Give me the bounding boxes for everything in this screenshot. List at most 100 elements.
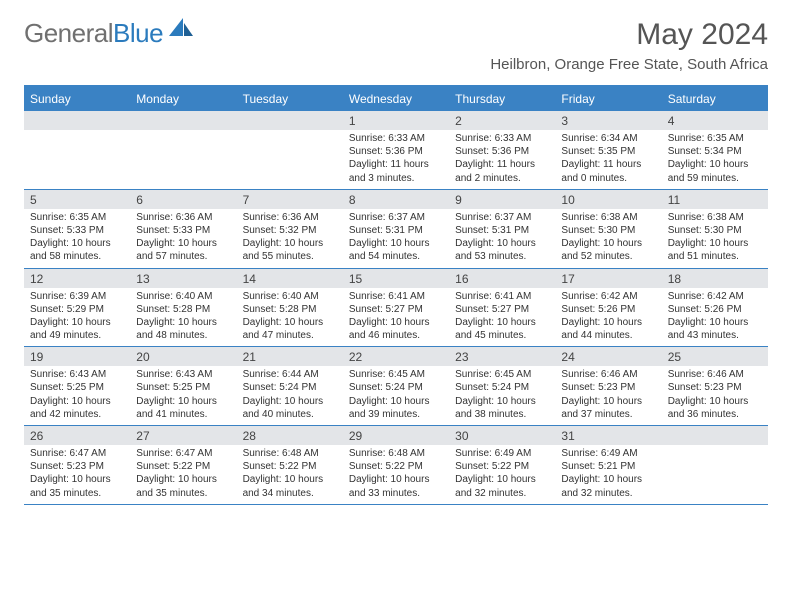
daylight-line: Daylight: 10 hours and 59 minutes. <box>668 158 762 184</box>
day-cell: Sunrise: 6:33 AMSunset: 5:36 PMDaylight:… <box>343 130 449 189</box>
day-cell: Sunrise: 6:38 AMSunset: 5:30 PMDaylight:… <box>555 209 661 268</box>
day-cell: Sunrise: 6:38 AMSunset: 5:30 PMDaylight:… <box>662 209 768 268</box>
sunrise-line: Sunrise: 6:34 AM <box>561 132 655 145</box>
sunrise-line: Sunrise: 6:45 AM <box>349 368 443 381</box>
date-number: 3 <box>555 111 661 130</box>
daylight-line: Daylight: 10 hours and 37 minutes. <box>561 395 655 421</box>
weekday-header: SundayMondayTuesdayWednesdayThursdayFrid… <box>24 87 768 111</box>
date-number: 6 <box>130 190 236 209</box>
date-number: 17 <box>555 269 661 288</box>
weekday-header-cell: Thursday <box>449 87 555 111</box>
sunrise-line: Sunrise: 6:42 AM <box>561 290 655 303</box>
daylight-line: Daylight: 10 hours and 47 minutes. <box>243 316 337 342</box>
daylight-line: Daylight: 10 hours and 55 minutes. <box>243 237 337 263</box>
daylight-line: Daylight: 11 hours and 2 minutes. <box>455 158 549 184</box>
date-number: 5 <box>24 190 130 209</box>
daylight-line: Daylight: 10 hours and 51 minutes. <box>668 237 762 263</box>
location-label: Heilbron, Orange Free State, South Afric… <box>490 56 768 73</box>
weekday-header-cell: Sunday <box>24 87 130 111</box>
weekday-header-cell: Tuesday <box>237 87 343 111</box>
sunset-line: Sunset: 5:24 PM <box>349 381 443 394</box>
date-number: 15 <box>343 269 449 288</box>
day-cell: Sunrise: 6:48 AMSunset: 5:22 PMDaylight:… <box>237 445 343 504</box>
sunrise-line: Sunrise: 6:42 AM <box>668 290 762 303</box>
day-cell <box>130 130 236 189</box>
day-cell <box>662 445 768 504</box>
daylight-line: Daylight: 10 hours and 35 minutes. <box>30 473 124 499</box>
date-number: 4 <box>662 111 768 130</box>
sunset-line: Sunset: 5:34 PM <box>668 145 762 158</box>
sunset-line: Sunset: 5:31 PM <box>349 224 443 237</box>
sunrise-line: Sunrise: 6:45 AM <box>455 368 549 381</box>
sunrise-line: Sunrise: 6:37 AM <box>349 211 443 224</box>
sunset-line: Sunset: 5:23 PM <box>561 381 655 394</box>
day-cell: Sunrise: 6:40 AMSunset: 5:28 PMDaylight:… <box>237 288 343 347</box>
sunrise-line: Sunrise: 6:47 AM <box>136 447 230 460</box>
day-cell: Sunrise: 6:36 AMSunset: 5:32 PMDaylight:… <box>237 209 343 268</box>
sunrise-line: Sunrise: 6:46 AM <box>561 368 655 381</box>
logo: GeneralBlue <box>24 18 195 49</box>
sunset-line: Sunset: 5:36 PM <box>455 145 549 158</box>
date-number: 29 <box>343 426 449 445</box>
date-number: 26 <box>24 426 130 445</box>
date-number: 27 <box>130 426 236 445</box>
sunset-line: Sunset: 5:26 PM <box>668 303 762 316</box>
day-cell: Sunrise: 6:49 AMSunset: 5:22 PMDaylight:… <box>449 445 555 504</box>
sunrise-line: Sunrise: 6:49 AM <box>455 447 549 460</box>
date-number: 1 <box>343 111 449 130</box>
sunset-line: Sunset: 5:28 PM <box>136 303 230 316</box>
sunrise-line: Sunrise: 6:36 AM <box>243 211 337 224</box>
sunrise-line: Sunrise: 6:47 AM <box>30 447 124 460</box>
daylight-line: Daylight: 10 hours and 49 minutes. <box>30 316 124 342</box>
date-number: 24 <box>555 347 661 366</box>
sunset-line: Sunset: 5:36 PM <box>349 145 443 158</box>
day-cell: Sunrise: 6:34 AMSunset: 5:35 PMDaylight:… <box>555 130 661 189</box>
daylight-line: Daylight: 10 hours and 52 minutes. <box>561 237 655 263</box>
day-cell: Sunrise: 6:37 AMSunset: 5:31 PMDaylight:… <box>449 209 555 268</box>
sunset-line: Sunset: 5:30 PM <box>668 224 762 237</box>
date-number: 31 <box>555 426 661 445</box>
day-cell <box>24 130 130 189</box>
date-info-row: Sunrise: 6:33 AMSunset: 5:36 PMDaylight:… <box>24 130 768 190</box>
date-number: 2 <box>449 111 555 130</box>
sunrise-line: Sunrise: 6:37 AM <box>455 211 549 224</box>
sunset-line: Sunset: 5:28 PM <box>243 303 337 316</box>
day-cell: Sunrise: 6:49 AMSunset: 5:21 PMDaylight:… <box>555 445 661 504</box>
sunrise-line: Sunrise: 6:35 AM <box>30 211 124 224</box>
daylight-line: Daylight: 10 hours and 41 minutes. <box>136 395 230 421</box>
sunrise-line: Sunrise: 6:33 AM <box>455 132 549 145</box>
daylight-line: Daylight: 10 hours and 48 minutes. <box>136 316 230 342</box>
sunrise-line: Sunrise: 6:43 AM <box>136 368 230 381</box>
sunrise-line: Sunrise: 6:38 AM <box>561 211 655 224</box>
daylight-line: Daylight: 10 hours and 44 minutes. <box>561 316 655 342</box>
daylight-line: Daylight: 10 hours and 36 minutes. <box>668 395 762 421</box>
sunrise-line: Sunrise: 6:40 AM <box>136 290 230 303</box>
daylight-line: Daylight: 10 hours and 58 minutes. <box>30 237 124 263</box>
sunset-line: Sunset: 5:24 PM <box>243 381 337 394</box>
day-cell: Sunrise: 6:36 AMSunset: 5:33 PMDaylight:… <box>130 209 236 268</box>
title-block: May 2024 Heilbron, Orange Free State, So… <box>490 18 768 73</box>
day-cell: Sunrise: 6:45 AMSunset: 5:24 PMDaylight:… <box>343 366 449 425</box>
daylight-line: Daylight: 10 hours and 32 minutes. <box>561 473 655 499</box>
date-number: 30 <box>449 426 555 445</box>
daylight-line: Daylight: 10 hours and 34 minutes. <box>243 473 337 499</box>
sunrise-line: Sunrise: 6:48 AM <box>243 447 337 460</box>
daylight-line: Daylight: 10 hours and 46 minutes. <box>349 316 443 342</box>
day-cell: Sunrise: 6:41 AMSunset: 5:27 PMDaylight:… <box>449 288 555 347</box>
sunset-line: Sunset: 5:23 PM <box>30 460 124 473</box>
sunrise-line: Sunrise: 6:39 AM <box>30 290 124 303</box>
day-cell: Sunrise: 6:43 AMSunset: 5:25 PMDaylight:… <box>24 366 130 425</box>
day-cell: Sunrise: 6:40 AMSunset: 5:28 PMDaylight:… <box>130 288 236 347</box>
daylight-line: Daylight: 10 hours and 39 minutes. <box>349 395 443 421</box>
logo-part2: Blue <box>113 18 163 48</box>
day-cell: Sunrise: 6:42 AMSunset: 5:26 PMDaylight:… <box>662 288 768 347</box>
logo-part1: General <box>24 18 113 48</box>
sunrise-line: Sunrise: 6:35 AM <box>668 132 762 145</box>
date-number-row: 19202122232425 <box>24 347 768 366</box>
day-cell: Sunrise: 6:35 AMSunset: 5:33 PMDaylight:… <box>24 209 130 268</box>
date-number-row: 567891011 <box>24 190 768 209</box>
sunrise-line: Sunrise: 6:46 AM <box>668 368 762 381</box>
daylight-line: Daylight: 11 hours and 3 minutes. <box>349 158 443 184</box>
daylight-line: Daylight: 10 hours and 38 minutes. <box>455 395 549 421</box>
daylight-line: Daylight: 10 hours and 40 minutes. <box>243 395 337 421</box>
